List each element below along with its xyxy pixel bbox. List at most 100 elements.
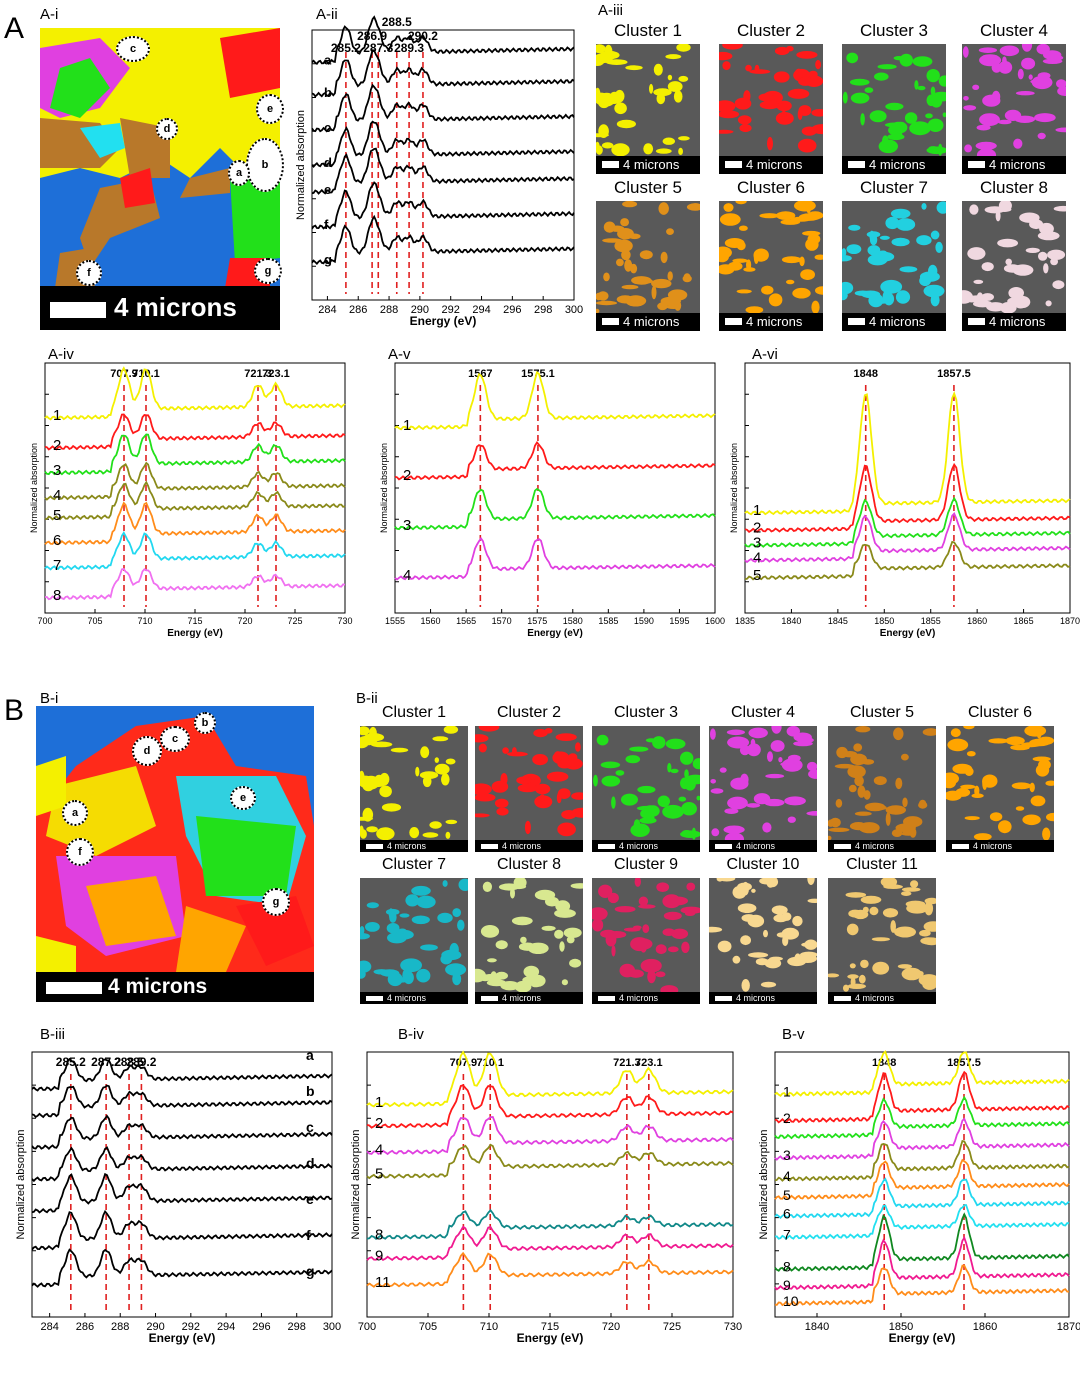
peak-label: 287.2 bbox=[91, 1055, 121, 1069]
series-label: 9 bbox=[783, 1277, 791, 1293]
spectrum-curve bbox=[311, 49, 575, 98]
cluster-scalebar-label: 4 microns bbox=[619, 993, 659, 1003]
peak-label: 721.3 bbox=[244, 368, 272, 380]
x-axis-label: Energy (eV) bbox=[527, 628, 583, 639]
x-tick-label: 725 bbox=[663, 1321, 681, 1333]
spectrum-curve bbox=[744, 511, 1071, 564]
cluster-title: Cluster 5 bbox=[849, 704, 915, 721]
panel-letter-a: A bbox=[4, 12, 25, 45]
cluster-image: 4 microns bbox=[842, 44, 946, 174]
peak-label: 723.1 bbox=[635, 1057, 663, 1069]
x-tick-label: 715 bbox=[541, 1321, 559, 1333]
x-tick-label: 705 bbox=[87, 616, 102, 626]
cluster-scalebar: 4 microns bbox=[719, 313, 823, 331]
spectrum-a-vi: 1835 1840 1845 1850 1855 1860 1865 1870 Energy (… bbox=[729, 362, 1080, 639]
x-tick-label: 290 bbox=[146, 1321, 164, 1333]
spectrum-curve bbox=[774, 1177, 1070, 1220]
spectrum-curve bbox=[31, 1146, 333, 1183]
x-tick-label: 288 bbox=[380, 304, 398, 316]
series-label: 8 bbox=[783, 1258, 791, 1274]
x-tick-label: 700 bbox=[37, 616, 52, 626]
peak-label: 1848 bbox=[853, 368, 877, 380]
panel-label-aiii: A-iii bbox=[598, 2, 623, 19]
x-tick-label: 1870 bbox=[1060, 616, 1080, 626]
peak-label: 723.1 bbox=[262, 368, 290, 380]
series-label: c bbox=[324, 120, 331, 135]
cluster-title: Cluster 3 bbox=[613, 704, 679, 721]
cluster-title: Cluster 10 bbox=[726, 856, 800, 873]
cluster-title: Cluster 1 bbox=[381, 704, 447, 721]
cluster-scalebar: 4 microns bbox=[842, 313, 946, 331]
spectrum-curve bbox=[774, 1264, 1069, 1307]
x-tick-label: 1855 bbox=[921, 616, 941, 626]
cluster-scalebar: 4 microns bbox=[828, 840, 936, 852]
cluster-map-a-graphic bbox=[40, 28, 280, 288]
series-label: e bbox=[306, 1191, 314, 1207]
map-a-scalebar: 4 microns bbox=[40, 286, 280, 330]
spectrum-curve bbox=[366, 1116, 734, 1156]
x-tick-label: 1840 bbox=[781, 616, 801, 626]
cluster-scalebar-label: 4 microns bbox=[989, 157, 1046, 172]
x-tick-label: 710 bbox=[137, 616, 152, 626]
x-tick-label: 1600 bbox=[705, 616, 725, 626]
spectrum-curve bbox=[311, 120, 575, 168]
x-tick-label: 288 bbox=[111, 1321, 129, 1333]
x-tick-label: 298 bbox=[288, 1321, 306, 1333]
spectrum-curve bbox=[366, 1050, 734, 1108]
spectrum-curve bbox=[774, 1070, 1070, 1124]
cluster-title: Cluster 9 bbox=[613, 856, 679, 873]
spectrum-curve bbox=[394, 487, 716, 531]
spectrum-curve bbox=[394, 536, 716, 581]
spectrum-curve bbox=[44, 461, 346, 501]
y-axis-label: Normalized absorption bbox=[729, 443, 739, 533]
cluster-title: Cluster 3 bbox=[859, 21, 929, 40]
series-label: f bbox=[306, 1227, 311, 1243]
y-axis-label: Normalized absorption bbox=[379, 443, 389, 533]
x-tick-label: 1595 bbox=[669, 616, 689, 626]
spectrum-curve bbox=[366, 1251, 734, 1288]
series-label: 9 bbox=[375, 1248, 383, 1265]
spectrum-curve bbox=[31, 1248, 333, 1288]
series-label: c bbox=[306, 1119, 314, 1135]
x-tick-label: 1565 bbox=[456, 616, 476, 626]
x-tick-label: 730 bbox=[724, 1321, 742, 1333]
series-label: 4 bbox=[403, 567, 411, 584]
spectrum-curve bbox=[774, 1117, 1070, 1161]
x-tick-label: 705 bbox=[419, 1321, 437, 1333]
spectrum-curve bbox=[744, 540, 1071, 581]
cluster-scalebar: 4 microns bbox=[709, 992, 817, 1004]
spectrum-curve bbox=[744, 496, 1071, 548]
x-tick-label: 296 bbox=[503, 304, 521, 316]
x-tick-label: 292 bbox=[182, 1321, 200, 1333]
cluster-map-b-graphic bbox=[36, 716, 314, 972]
spectrum-curve bbox=[44, 480, 346, 521]
x-tick-label: 725 bbox=[287, 616, 302, 626]
panel-label-bv: B-v bbox=[782, 1026, 805, 1043]
series-label: 1 bbox=[53, 407, 61, 424]
peak-label: 707.9 bbox=[110, 368, 138, 380]
x-tick-label: 1555 bbox=[385, 616, 405, 626]
spectrum-curve bbox=[366, 1225, 734, 1262]
cluster-image: 4 microns bbox=[946, 726, 1054, 852]
series-label: a bbox=[306, 1047, 314, 1063]
x-tick-label: 730 bbox=[337, 616, 352, 626]
series-label: 11 bbox=[375, 1274, 391, 1291]
cluster-title: Cluster 6 bbox=[967, 704, 1033, 721]
cluster-scalebar-label: 4 microns bbox=[502, 993, 542, 1003]
cluster-image: 4 microns bbox=[360, 726, 468, 852]
x-axis-label: Energy (eV) bbox=[889, 1331, 956, 1345]
spectrum-curve bbox=[774, 1095, 1070, 1140]
x-tick-label: 1845 bbox=[828, 616, 848, 626]
x-tick-label: 298 bbox=[534, 304, 552, 316]
spectrum-curve bbox=[366, 1143, 734, 1180]
x-tick-label: 1870 bbox=[1057, 1321, 1080, 1333]
spectrum-curve bbox=[31, 1084, 333, 1119]
series-label: 7 bbox=[783, 1227, 791, 1243]
cluster-scalebar-label: 4 microns bbox=[855, 841, 895, 851]
spectrum-curve bbox=[744, 462, 1071, 534]
cluster-title: Cluster 8 bbox=[979, 178, 1049, 197]
map-b-spot-b: b bbox=[194, 712, 216, 734]
x-tick-label: 1850 bbox=[874, 616, 894, 626]
series-label: 3 bbox=[403, 517, 411, 534]
